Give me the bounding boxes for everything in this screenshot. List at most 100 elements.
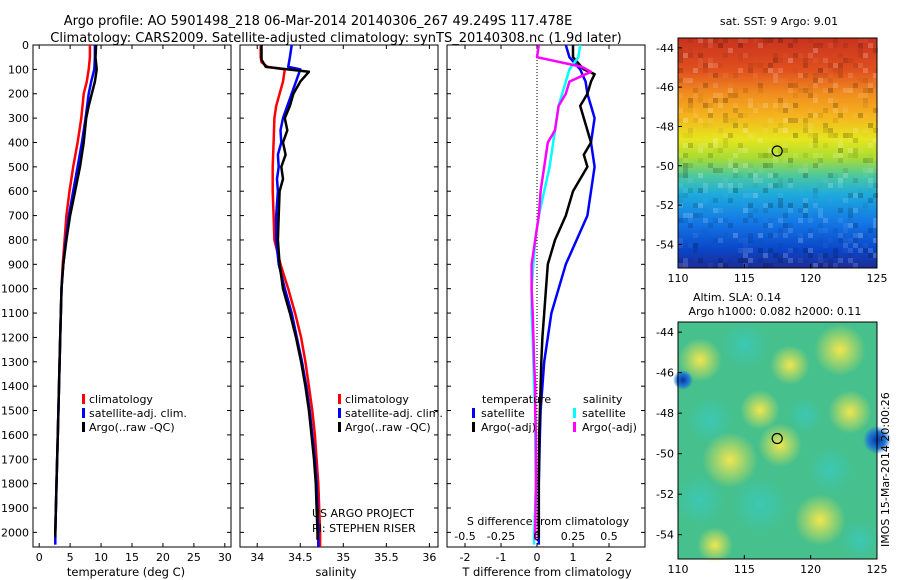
difference-panel: -2 -1 0 1 2 T difference from climatology S … (446, 44, 646, 579)
sst-pixel (873, 73, 878, 78)
sst-pixel (838, 113, 843, 118)
legend-label-temperature-argo: Argo(-adj) (481, 421, 536, 434)
sst-map-frame (677, 37, 878, 269)
series-line-argo-raw-qc (260, 45, 319, 540)
sst-pixel (798, 188, 803, 193)
sst-pixel (818, 208, 823, 213)
sst-pixel (733, 93, 738, 98)
sst-pixel (688, 128, 693, 133)
sst-pixel (688, 158, 693, 163)
sst-pixel (853, 238, 858, 243)
sst-pixel (688, 163, 693, 168)
figure-title-line2: Climatology: CARS2009. Satellite-adjuste… (50, 31, 622, 46)
sst-pixel (778, 123, 783, 128)
sst-pixel (753, 193, 758, 198)
sst-pixel (813, 98, 818, 103)
sst-pixel (743, 193, 748, 198)
sst-pixel (873, 223, 878, 228)
map-x-tick-label: 120 (800, 563, 821, 576)
sst-pixel (763, 38, 768, 43)
sst-pixel (868, 83, 873, 88)
sst-pixel (788, 58, 793, 63)
sst-pixel (833, 98, 838, 103)
sst-pixel (723, 133, 728, 138)
sst-pixel (818, 223, 823, 228)
sst-pixel (793, 43, 798, 48)
sst-pixel (738, 43, 743, 48)
sst-pixel (768, 68, 773, 73)
credit-pi: PI: STEPHEN RISER (312, 522, 416, 535)
sst-pixel (833, 133, 838, 138)
sst-pixel (783, 233, 788, 238)
series-line-temperature-argo-adj (537, 45, 596, 538)
sst-pixel (848, 58, 853, 63)
sst-pixel (748, 133, 753, 138)
sst-pixel (813, 118, 818, 123)
sst-pixel (818, 248, 823, 253)
sst-pixel (868, 198, 873, 203)
sst-pixel (723, 143, 728, 148)
sst-pixel (808, 233, 813, 238)
sst-pixel (818, 68, 823, 73)
map-y-tick-label: -46 (656, 367, 674, 380)
sst-pixel (723, 183, 728, 188)
sst-pixel (853, 153, 858, 158)
sst-pixel (868, 203, 873, 208)
sst-pixel (868, 248, 873, 253)
x-tick-label: 1 (570, 551, 577, 564)
sst-pixel (728, 93, 733, 98)
sst-pixel (848, 218, 853, 223)
sst-pixel (848, 193, 853, 198)
sst-pixel (778, 58, 783, 63)
sst-pixel (708, 73, 713, 78)
y-tick-label: 900 (8, 258, 29, 271)
sst-pixel (818, 113, 823, 118)
sst-pixel (683, 163, 688, 168)
difference-x-label: T difference from climatology (461, 565, 632, 579)
sst-pixel (833, 68, 838, 73)
sst-pixel (743, 248, 748, 253)
sla-anomaly-blob (702, 432, 758, 488)
sst-pixel (813, 48, 818, 53)
sst-pixel (838, 218, 843, 223)
sst-pixel (808, 113, 813, 118)
y-tick-label: 1600 (1, 429, 29, 442)
sst-pixel (738, 143, 743, 148)
sst-pixel (738, 163, 743, 168)
sst-pixel (693, 68, 698, 73)
x-tick-label: 10 (94, 551, 108, 564)
x-tick-label: 5 (67, 551, 74, 564)
sst-pixel (848, 213, 853, 218)
sst-pixel (763, 253, 768, 258)
x-tick-label: -1 (496, 551, 507, 564)
sst-pixel (793, 133, 798, 138)
sst-pixel (778, 98, 783, 103)
sst-pixel (773, 58, 778, 63)
sst-pixel (783, 78, 788, 83)
sst-pixel (693, 108, 698, 113)
sst-pixel (843, 228, 848, 233)
sst-pixel (858, 118, 863, 123)
legend-label-climatology: climatology (345, 393, 409, 406)
sst-pixel (833, 73, 838, 78)
sst-pixel (698, 38, 703, 43)
sst-pixel (818, 163, 823, 168)
sst-pixel (713, 168, 718, 173)
y-tick-label: 0 (22, 39, 29, 52)
sst-pixel (778, 163, 783, 168)
y-tick-label: 1100 (1, 307, 29, 320)
sst-pixel (708, 163, 713, 168)
sst-pixel (713, 93, 718, 98)
sst-pixel (763, 248, 768, 253)
sst-map-title: sat. SST: 9 Argo: 9.01 (720, 15, 838, 28)
y-tick-label: 1300 (1, 356, 29, 369)
sst-pixel (683, 263, 688, 268)
sla-map-frame (677, 321, 878, 560)
sst-pixel (728, 158, 733, 163)
sst-pixel (828, 173, 833, 178)
sst-pixel (773, 118, 778, 123)
sst-pixel (813, 93, 818, 98)
sst-pixel (688, 178, 693, 183)
sst-pixel (683, 143, 688, 148)
sst-pixel (843, 238, 848, 243)
